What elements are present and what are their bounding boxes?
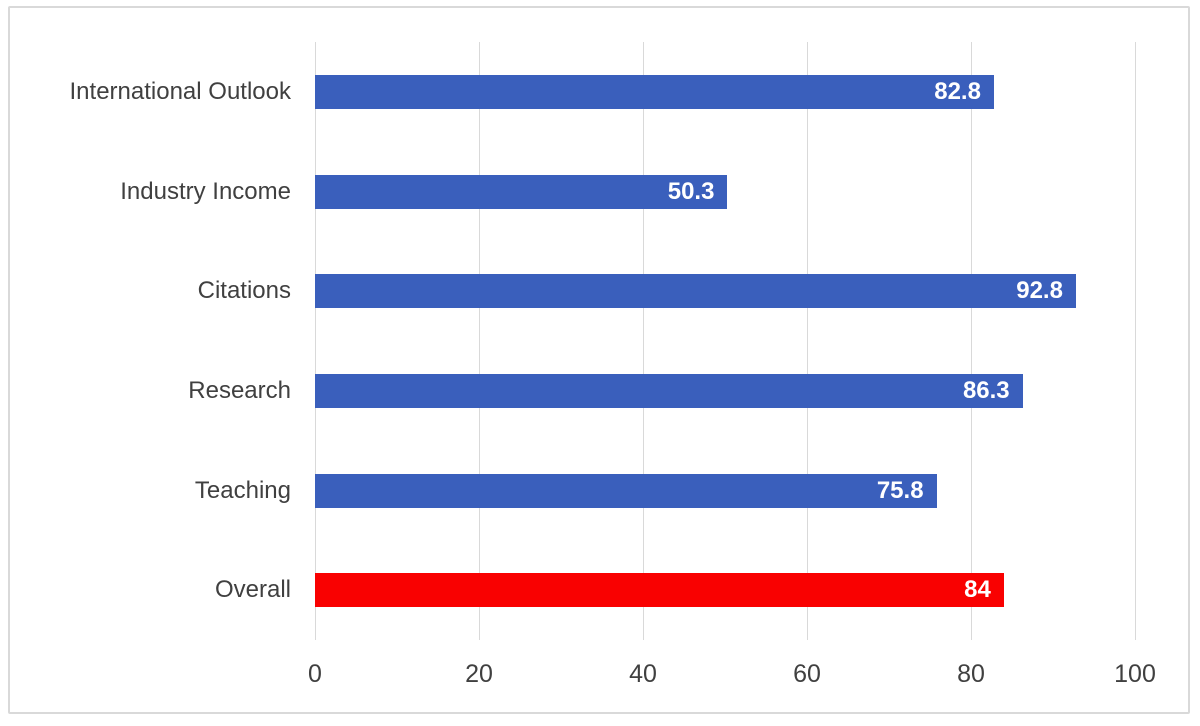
x-tick-label: 100 <box>1114 660 1156 688</box>
bar-teaching: 75.8 <box>315 473 937 508</box>
x-tick-label: 60 <box>793 660 821 688</box>
bar-international-outlook: 82.8 <box>315 74 994 109</box>
bar-value-label: 82.8 <box>934 77 981 105</box>
bar-value-label: 84 <box>964 576 991 604</box>
x-tick-label: 20 <box>465 660 493 688</box>
bar-industry-income: 50.3 <box>315 174 728 209</box>
gridline <box>1135 42 1136 640</box>
bar-research: 86.3 <box>315 373 1023 408</box>
category-label-citations: Citations <box>197 277 291 305</box>
x-tick-label: 0 <box>308 660 322 688</box>
gridline <box>315 42 316 640</box>
gridline <box>643 42 644 640</box>
category-label-industry-income: Industry Income <box>120 177 291 205</box>
x-tick-label: 80 <box>957 660 985 688</box>
bar-value-label: 86.3 <box>962 376 1010 404</box>
gridline <box>807 42 808 640</box>
category-label-overall: Overall <box>214 576 291 604</box>
category-label-international-outlook: International Outlook <box>69 77 291 105</box>
bar-value-label: 92.8 <box>1016 277 1063 305</box>
category-label-teaching: Teaching <box>194 476 291 504</box>
bar-value-label: 75.8 <box>876 476 924 504</box>
category-label-research: Research <box>188 376 291 404</box>
gridline <box>479 42 480 640</box>
bar-citations: 92.8 <box>315 274 1076 309</box>
x-tick-label: 40 <box>629 660 657 688</box>
bar-overall: 84 <box>315 573 1004 608</box>
bar-value-label: 50.3 <box>667 177 715 205</box>
gridline <box>971 42 972 640</box>
